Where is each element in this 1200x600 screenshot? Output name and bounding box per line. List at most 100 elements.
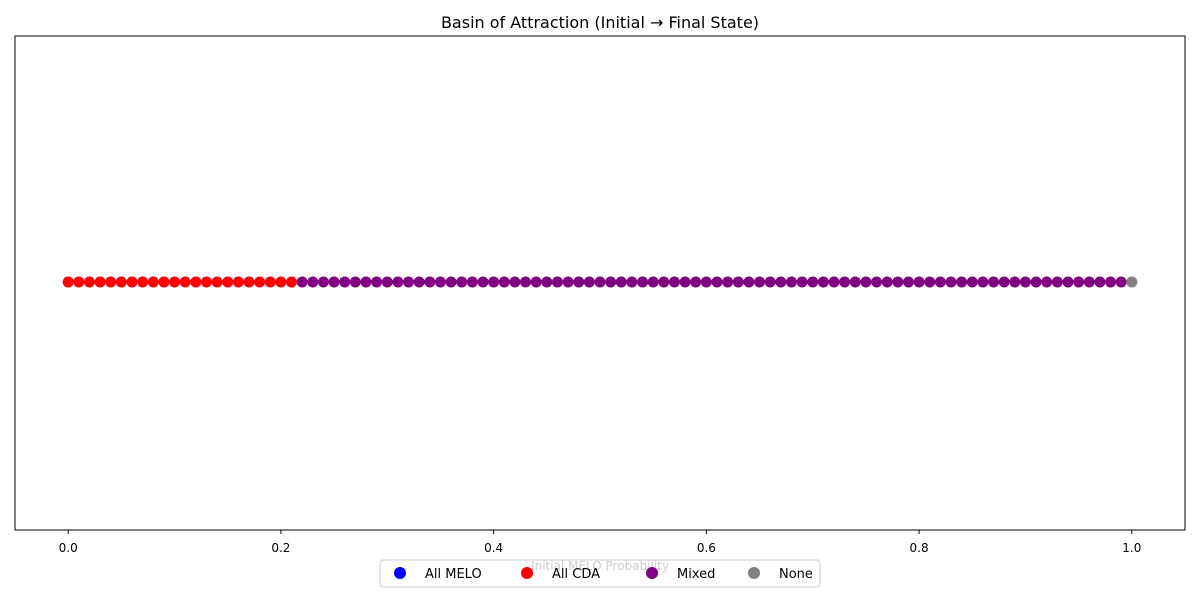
data-point-mixed [690, 276, 702, 288]
data-point-all-cda [275, 276, 287, 288]
legend-label-none: None [779, 567, 813, 582]
data-point-mixed [381, 276, 393, 288]
legend-marker-all-melo [394, 567, 406, 579]
data-point-mixed [881, 276, 893, 288]
data-point-all-cda [264, 276, 276, 288]
legend: All MELO All CDA Mixed None [379, 559, 821, 588]
data-point-mixed [1030, 276, 1042, 288]
data-point-mixed [934, 276, 946, 288]
data-point-all-cda [158, 276, 170, 288]
data-point-mixed [754, 276, 766, 288]
data-point-all-cda [222, 276, 234, 288]
data-point-mixed [594, 276, 606, 288]
data-point-all-cda [137, 276, 149, 288]
data-point-mixed [626, 276, 638, 288]
data-point-mixed [296, 276, 308, 288]
data-point-mixed [1019, 276, 1031, 288]
data-point-mixed [541, 276, 553, 288]
data-point-mixed [913, 276, 925, 288]
data-point-mixed [424, 276, 436, 288]
data-point-mixed [658, 276, 670, 288]
data-point-mixed [647, 276, 659, 288]
legend-label-all-melo: All MELO [425, 567, 482, 582]
legend-marker-none [748, 567, 760, 579]
x-axis-ticks: 0.0 0.2 0.4 0.6 0.8 1.0 [59, 530, 1141, 555]
data-point-all-cda [147, 276, 159, 288]
data-point-mixed [307, 276, 319, 288]
data-point-mixed [403, 276, 415, 288]
data-point-mixed [1009, 276, 1021, 288]
x-tick-label: 0.0 [59, 541, 78, 555]
legend-marker-mixed [646, 567, 658, 579]
data-point-mixed [668, 276, 680, 288]
data-point-mixed [1094, 276, 1106, 288]
data-point-mixed [434, 276, 446, 288]
data-point-mixed [743, 276, 755, 288]
data-point-mixed [796, 276, 808, 288]
data-point-mixed [775, 276, 787, 288]
data-point-mixed [466, 276, 478, 288]
data-point-mixed [509, 276, 521, 288]
legend-label-mixed: Mixed [677, 567, 715, 582]
data-point-mixed [360, 276, 372, 288]
legend-label-all-cda: All CDA [552, 567, 600, 582]
data-point-mixed [1115, 276, 1127, 288]
data-point-mixed [1105, 276, 1117, 288]
data-point-mixed [817, 276, 829, 288]
data-point-mixed [349, 276, 361, 288]
data-point-all-cda [254, 276, 266, 288]
data-point-mixed [998, 276, 1010, 288]
data-point-mixed [945, 276, 957, 288]
data-point-mixed [583, 276, 595, 288]
data-point-mixed [860, 276, 872, 288]
data-point-mixed [328, 276, 340, 288]
data-point-mixed [924, 276, 936, 288]
data-points [62, 276, 1138, 288]
data-point-mixed [1051, 276, 1063, 288]
data-point-mixed [988, 276, 1000, 288]
data-point-all-cda [286, 276, 298, 288]
data-point-mixed [1041, 276, 1053, 288]
data-point-mixed [807, 276, 819, 288]
data-point-mixed [488, 276, 500, 288]
data-point-mixed [520, 276, 532, 288]
data-point-mixed [839, 276, 851, 288]
data-point-mixed [392, 276, 404, 288]
data-point-mixed [1073, 276, 1085, 288]
data-point-none [1126, 276, 1138, 288]
data-point-mixed [498, 276, 510, 288]
data-point-mixed [456, 276, 468, 288]
x-tick-label: 0.4 [484, 541, 503, 555]
data-point-mixed [785, 276, 797, 288]
x-tick-label: 0.2 [271, 541, 290, 555]
data-point-mixed [722, 276, 734, 288]
data-point-mixed [605, 276, 617, 288]
x-tick-label: 0.8 [910, 541, 929, 555]
data-point-all-cda [243, 276, 255, 288]
data-point-mixed [977, 276, 989, 288]
x-tick-label: 0.6 [697, 541, 716, 555]
data-point-mixed [562, 276, 574, 288]
data-point-mixed [711, 276, 723, 288]
data-point-all-cda [211, 276, 223, 288]
data-point-all-cda [190, 276, 202, 288]
data-point-all-cda [62, 276, 74, 288]
data-point-all-cda [179, 276, 191, 288]
data-point-mixed [615, 276, 627, 288]
data-point-mixed [849, 276, 861, 288]
data-point-mixed [700, 276, 712, 288]
legend-frame [379, 559, 821, 588]
data-point-all-cda [115, 276, 127, 288]
chart-title: Basin of Attraction (Initial → Final Sta… [441, 13, 759, 32]
data-point-mixed [871, 276, 883, 288]
data-point-mixed [1083, 276, 1095, 288]
data-point-mixed [551, 276, 563, 288]
data-point-all-cda [126, 276, 138, 288]
data-point-all-cda [94, 276, 106, 288]
data-point-mixed [317, 276, 329, 288]
data-point-mixed [764, 276, 776, 288]
data-point-mixed [339, 276, 351, 288]
data-point-all-cda [83, 276, 95, 288]
plot-area [14, 35, 1186, 531]
